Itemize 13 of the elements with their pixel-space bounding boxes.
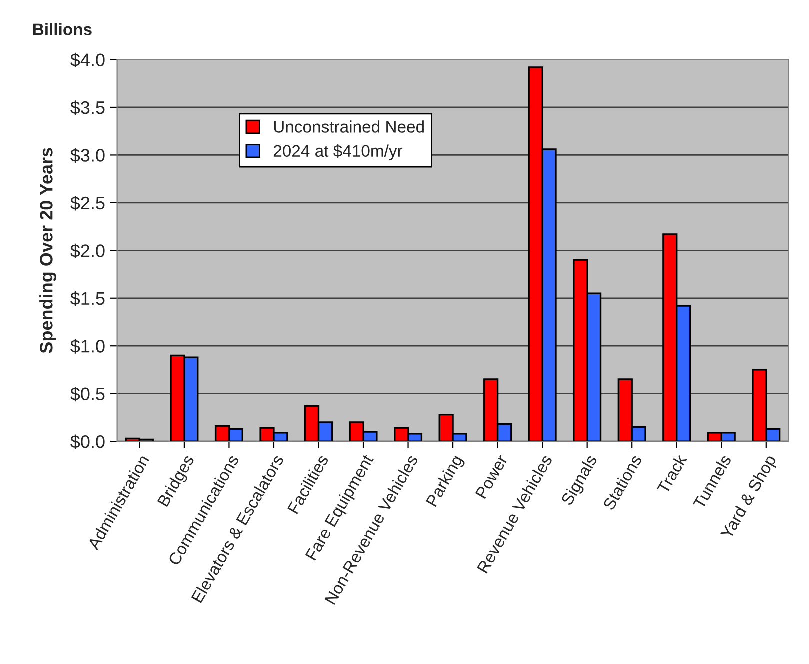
y-tick-label: $0.0 xyxy=(70,434,105,450)
y-tick-label: $1.5 xyxy=(70,292,105,306)
legend-label: Unconstrained Need xyxy=(274,120,424,133)
y-tick-label: $1.0 xyxy=(70,339,105,354)
text: Billions xyxy=(33,23,92,36)
y-tick-label: $3.5 xyxy=(70,100,105,116)
y-tick-label: $0.5 xyxy=(70,387,105,402)
legend-label: 2024 at $410m/yr xyxy=(274,144,403,160)
y-axis-title: Spending Over 20 Years xyxy=(40,148,56,354)
y-tick-label: $3.0 xyxy=(70,148,105,164)
y-tick-label: $4.0 xyxy=(70,52,105,68)
y-tick-label: $2.0 xyxy=(70,244,105,258)
y-tick-label: $2.5 xyxy=(70,196,105,211)
